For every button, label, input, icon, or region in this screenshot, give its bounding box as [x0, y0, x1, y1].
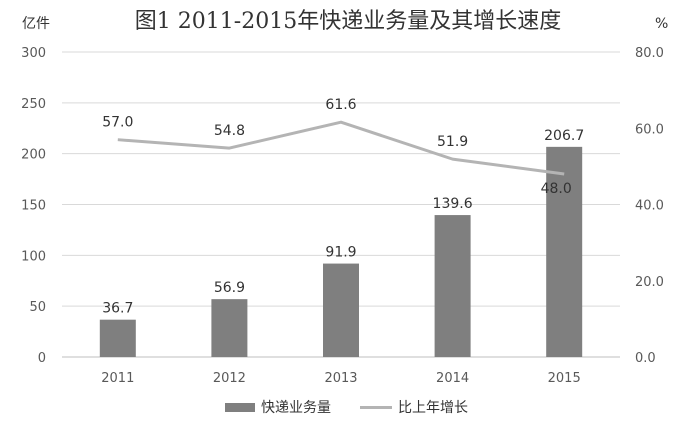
- legend-label-bar: 快递业务量: [261, 400, 331, 416]
- right-tick-label: 60.0: [635, 122, 664, 137]
- x-tick-label: 2013: [324, 371, 357, 386]
- right-axis-ticks: 0.0 20.0 40.0 60.0 80.0: [635, 46, 664, 366]
- left-tick-label: 150: [21, 199, 46, 214]
- line-data-label: 51.9: [437, 134, 468, 150]
- legend: 快递业务量 比上年增长: [225, 400, 468, 416]
- line-series: 57.0 54.8 61.6 51.9 48.0: [102, 97, 572, 197]
- line-data-label: 48.0: [541, 181, 572, 197]
- right-tick-label: 0.0: [635, 351, 656, 366]
- right-axis-unit: %: [655, 16, 668, 32]
- bar-data-label: 56.9: [214, 280, 245, 296]
- left-tick-label: 0: [38, 351, 46, 366]
- bar-data-label: 206.7: [544, 128, 584, 144]
- bar: [99, 319, 136, 357]
- right-tick-label: 20.0: [635, 275, 664, 290]
- bar-data-label: 139.6: [433, 196, 473, 212]
- legend-label-line: 比上年增长: [398, 400, 468, 416]
- line-data-label: 57.0: [102, 115, 133, 131]
- x-tick-label: 2015: [548, 371, 581, 386]
- growth-line: [117, 120, 565, 176]
- left-tick-label: 50: [29, 300, 46, 315]
- left-tick-label: 200: [21, 148, 46, 163]
- bar-data-label: 91.9: [325, 245, 356, 261]
- x-tick-label: 2014: [436, 371, 469, 386]
- bar: [323, 263, 359, 357]
- left-tick-label: 300: [21, 46, 46, 61]
- left-axis-unit: 亿件: [22, 16, 50, 32]
- gridlines: [62, 51, 620, 358]
- legend-swatch-bar: [225, 403, 255, 412]
- x-tick-label: 2012: [213, 371, 246, 386]
- bar: [434, 215, 471, 357]
- left-tick-label: 250: [21, 97, 46, 112]
- x-axis-ticks: 2011 2012 2013 2014 2015: [101, 371, 580, 386]
- bar-series: 36.7 56.9 91.9 139.6 206.7: [99, 128, 584, 357]
- bar: [546, 146, 583, 357]
- right-tick-label: 80.0: [635, 46, 664, 61]
- x-tick-label: 2011: [101, 371, 134, 386]
- chart-title: 图1 2011-2015年快递业务量及其增长速度: [135, 9, 561, 34]
- line-data-label: 54.8: [214, 123, 245, 139]
- bar: [211, 299, 248, 357]
- left-axis-ticks: 0 50 100 150 200 250 300: [21, 46, 46, 366]
- left-tick-label: 100: [21, 249, 46, 264]
- right-tick-label: 40.0: [635, 199, 664, 214]
- bar-data-label: 36.7: [102, 301, 133, 317]
- line-data-label: 61.6: [325, 97, 356, 113]
